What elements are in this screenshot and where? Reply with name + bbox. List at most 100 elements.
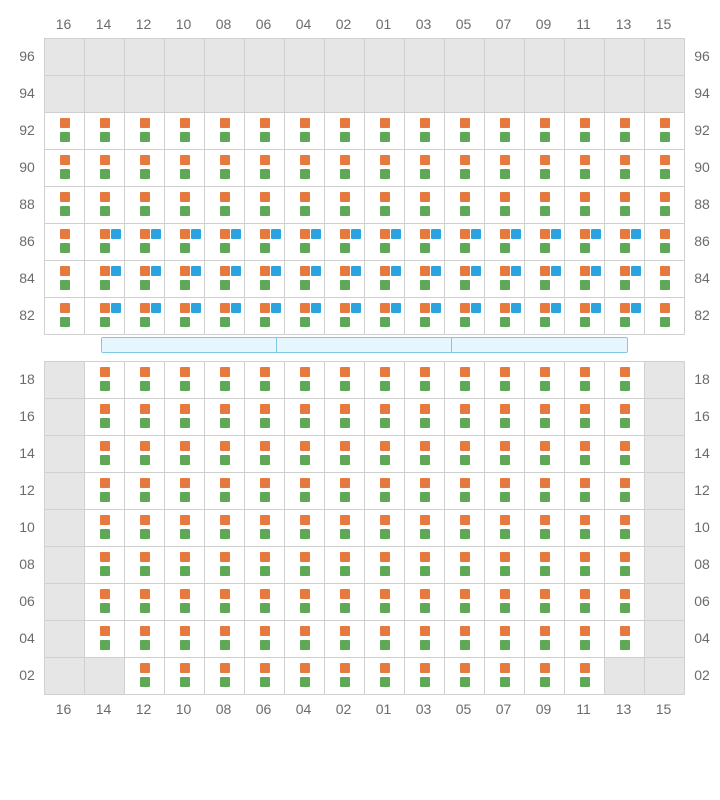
seat-cell[interactable] [205,584,244,620]
seat-cell[interactable] [85,113,124,149]
seat-cell[interactable] [285,547,324,583]
seat-cell[interactable] [365,261,404,297]
seat-cell[interactable] [165,399,204,435]
seat-cell[interactable] [605,362,644,398]
seat-cell[interactable] [325,187,364,223]
seat-cell[interactable] [565,547,604,583]
seat-cell[interactable] [85,224,124,260]
seat-cell[interactable] [525,399,564,435]
seat-cell[interactable] [405,473,444,509]
seat-cell[interactable] [325,473,364,509]
seat-cell[interactable] [485,261,524,297]
seat-cell[interactable] [405,298,444,334]
seat-cell[interactable] [525,187,564,223]
seat-cell[interactable] [165,436,204,472]
seat-cell[interactable] [365,399,404,435]
seat-cell[interactable] [565,510,604,546]
seat-cell[interactable] [325,658,364,694]
seat-cell[interactable] [285,362,324,398]
seat-cell[interactable] [525,224,564,260]
seat-cell[interactable] [485,473,524,509]
seat-cell[interactable] [405,399,444,435]
seat-cell[interactable] [605,547,644,583]
seat-cell[interactable] [445,224,484,260]
seat-cell[interactable] [205,113,244,149]
seat-cell[interactable] [525,362,564,398]
seat-cell[interactable] [245,224,284,260]
seat-cell[interactable] [445,621,484,657]
seat-cell[interactable] [125,658,164,694]
seat-cell[interactable] [405,150,444,186]
seat-cell[interactable] [525,150,564,186]
seat-cell[interactable] [605,584,644,620]
seat-cell[interactable] [125,584,164,620]
seat-cell[interactable] [245,187,284,223]
seat-cell[interactable] [565,187,604,223]
seat-cell[interactable] [605,150,644,186]
seat-cell[interactable] [325,362,364,398]
seat-cell[interactable] [205,621,244,657]
seat-cell[interactable] [525,261,564,297]
seat-cell[interactable] [525,113,564,149]
seat-cell[interactable] [205,150,244,186]
seat-cell[interactable] [245,658,284,694]
seat-cell[interactable] [45,224,84,260]
seat-cell[interactable] [365,224,404,260]
seat-cell[interactable] [645,187,684,223]
seat-cell[interactable] [645,261,684,297]
seat-cell[interactable] [205,436,244,472]
seat-cell[interactable] [405,362,444,398]
seat-cell[interactable] [565,362,604,398]
seat-cell[interactable] [85,150,124,186]
seat-cell[interactable] [165,547,204,583]
seat-cell[interactable] [565,621,604,657]
seat-cell[interactable] [245,547,284,583]
seat-cell[interactable] [405,113,444,149]
seat-cell[interactable] [325,298,364,334]
seat-cell[interactable] [565,150,604,186]
seat-cell[interactable] [565,298,604,334]
seat-cell[interactable] [325,224,364,260]
seat-cell[interactable] [525,298,564,334]
seat-cell[interactable] [85,261,124,297]
seat-cell[interactable] [525,584,564,620]
seat-cell[interactable] [365,621,404,657]
seat-cell[interactable] [245,436,284,472]
seat-cell[interactable] [45,150,84,186]
seat-cell[interactable] [45,261,84,297]
seat-cell[interactable] [365,658,404,694]
seat-cell[interactable] [325,150,364,186]
seat-cell[interactable] [285,298,324,334]
seat-cell[interactable] [525,658,564,694]
seat-cell[interactable] [365,547,404,583]
seat-cell[interactable] [605,399,644,435]
seat-cell[interactable] [285,436,324,472]
seat-cell[interactable] [285,261,324,297]
seat-cell[interactable] [125,261,164,297]
seat-cell[interactable] [405,261,444,297]
seat-cell[interactable] [245,298,284,334]
seat-cell[interactable] [365,436,404,472]
seat-cell[interactable] [485,362,524,398]
seat-cell[interactable] [405,621,444,657]
seat-cell[interactable] [405,547,444,583]
seat-cell[interactable] [525,621,564,657]
seat-cell[interactable] [525,436,564,472]
seat-cell[interactable] [285,473,324,509]
seat-cell[interactable] [285,510,324,546]
seat-cell[interactable] [445,584,484,620]
seat-cell[interactable] [565,436,604,472]
seat-cell[interactable] [125,362,164,398]
seat-cell[interactable] [325,113,364,149]
seat-cell[interactable] [525,473,564,509]
seat-cell[interactable] [365,473,404,509]
seat-cell[interactable] [205,224,244,260]
seat-cell[interactable] [125,224,164,260]
seat-cell[interactable] [485,150,524,186]
seat-cell[interactable] [525,547,564,583]
seat-cell[interactable] [485,298,524,334]
seat-cell[interactable] [605,224,644,260]
seat-cell[interactable] [85,584,124,620]
seat-cell[interactable] [285,113,324,149]
seat-cell[interactable] [245,113,284,149]
